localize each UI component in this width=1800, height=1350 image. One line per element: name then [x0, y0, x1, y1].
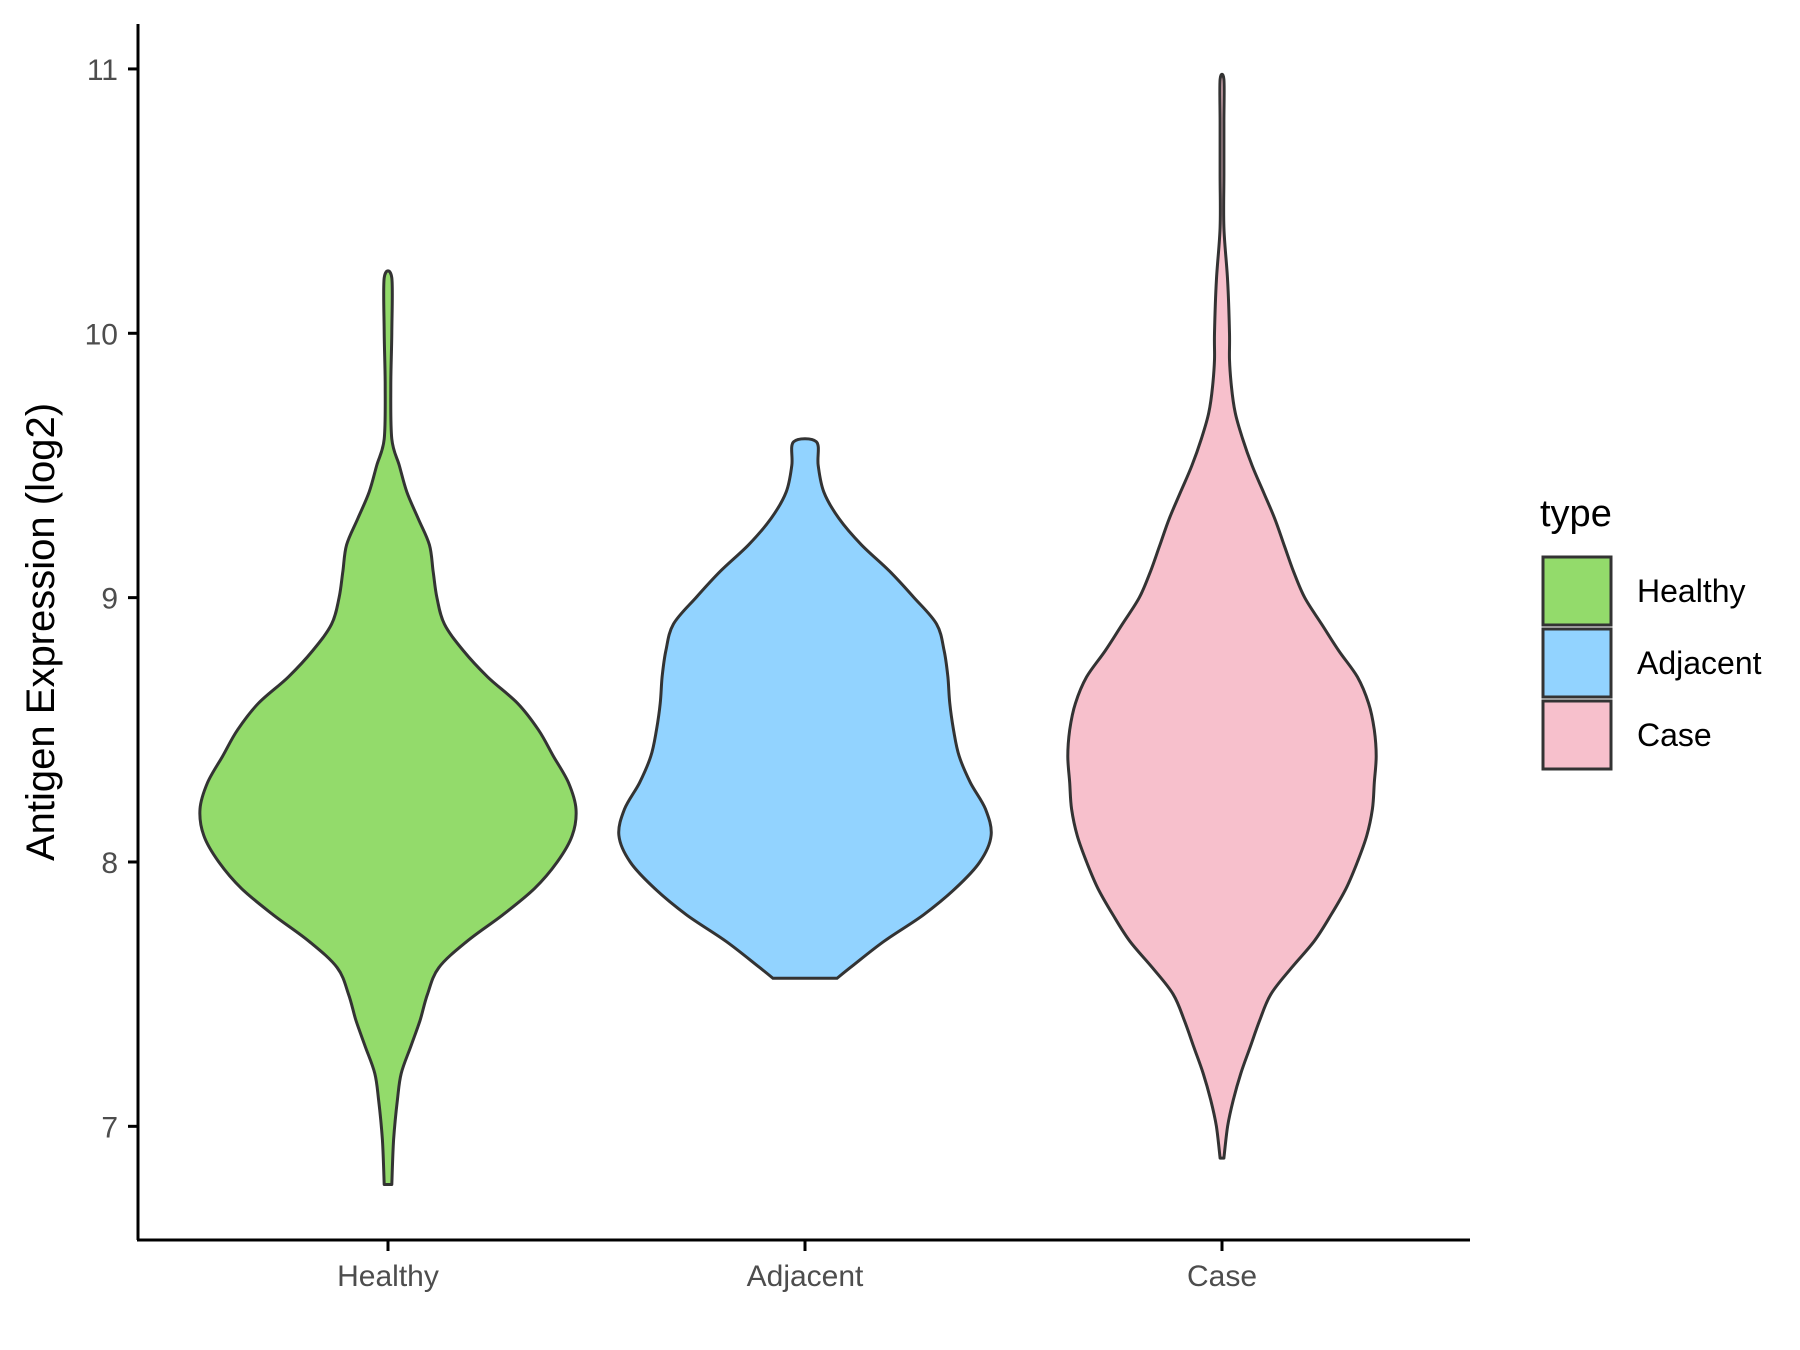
- legend-items: Healthy Adjacent Case: [1541, 555, 1762, 771]
- y-tick-label: 11: [87, 54, 118, 87]
- x-tick-label: Adjacent: [747, 1260, 864, 1293]
- x-tick-label: Case: [1187, 1260, 1257, 1293]
- legend-title: type: [1540, 493, 1612, 535]
- legend-label: Adjacent: [1637, 645, 1762, 681]
- y-ticks: 7 8 9 10 11: [85, 54, 138, 1144]
- violin-case: [1066, 72, 1378, 1160]
- legend-key-healthy: [1541, 555, 1613, 627]
- y-tick-label: 9: [101, 583, 118, 616]
- x-tick-label: Healthy: [337, 1260, 439, 1293]
- violin-healthy: [198, 269, 578, 1186]
- violin-adjacent: [617, 437, 993, 980]
- plot-area: [198, 72, 1378, 1186]
- legend: type Healthy Adjacent Case: [1540, 493, 1762, 771]
- y-tick-label: 8: [101, 847, 118, 880]
- axes: 7 8 9 10 11 Healthy Adjacent Case Antigen Expr…: [19, 24, 1470, 1293]
- legend-key-case: [1541, 699, 1613, 771]
- y-axis-title: Antigen Expression (log2): [19, 403, 63, 861]
- legend-label: Healthy: [1637, 573, 1746, 609]
- y-tick-label: 10: [85, 318, 118, 351]
- y-tick-label: 7: [101, 1111, 118, 1144]
- legend-label: Case: [1637, 717, 1712, 753]
- x-ticks: Healthy Adjacent Case: [337, 1240, 1257, 1293]
- legend-key-adjacent: [1541, 627, 1613, 699]
